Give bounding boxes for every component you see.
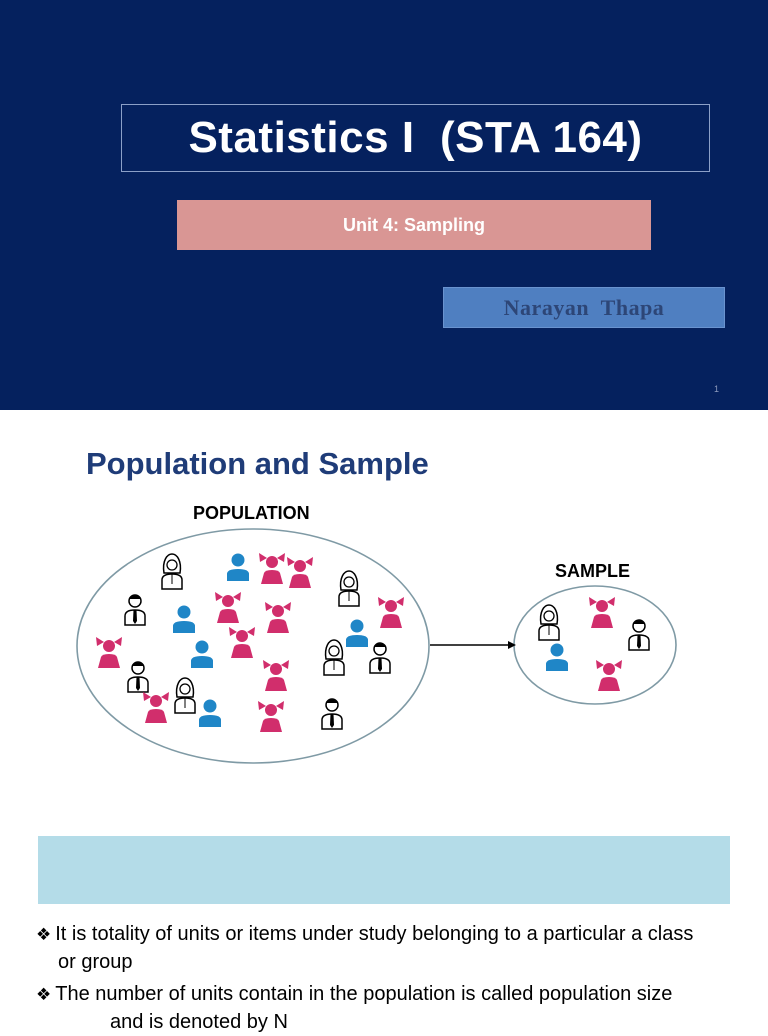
sample-label: SAMPLE bbox=[555, 561, 631, 581]
title-box: Statistics I (STA 164) bbox=[121, 104, 710, 172]
population-ellipse bbox=[76, 528, 430, 764]
sample-ellipse bbox=[513, 585, 677, 705]
unit-title: Unit 4: Sampling bbox=[342, 214, 485, 235]
definition-banner bbox=[38, 836, 730, 904]
population-people bbox=[96, 553, 404, 732]
author-name: Narayan Thapa bbox=[503, 294, 665, 320]
bullet-item: ❖ The number of units contain in the popu… bbox=[36, 981, 746, 1036]
sample-people bbox=[538, 597, 650, 691]
diamond-bullet-icon: ❖ bbox=[36, 985, 52, 1005]
diamond-bullet-icon: ❖ bbox=[36, 925, 52, 945]
bullet-text-continued: or group bbox=[58, 951, 133, 973]
bullet-text-continued: and is denoted by N bbox=[110, 1011, 288, 1033]
population-label: POPULATION bbox=[193, 503, 310, 523]
slide-title: Population and Sample bbox=[86, 446, 429, 481]
arrow-icon bbox=[430, 641, 516, 649]
population-sample-diagram bbox=[76, 528, 677, 764]
title-slide: Statistics I (STA 164) Unit 4: Sampling … bbox=[0, 0, 768, 410]
content-slide bbox=[0, 410, 768, 1024]
slide-number: 1 bbox=[714, 384, 720, 394]
bullet-text: The number of units contain in the popul… bbox=[55, 983, 673, 1005]
unit-box: Unit 4: Sampling bbox=[177, 200, 651, 250]
bullet-text: It is totality of units or items under s… bbox=[55, 923, 694, 945]
bullet-item: ❖ It is totality of units or items under … bbox=[36, 921, 746, 976]
course-title: Statistics I (STA 164) bbox=[188, 113, 643, 162]
author-box: Narayan Thapa bbox=[443, 287, 725, 328]
